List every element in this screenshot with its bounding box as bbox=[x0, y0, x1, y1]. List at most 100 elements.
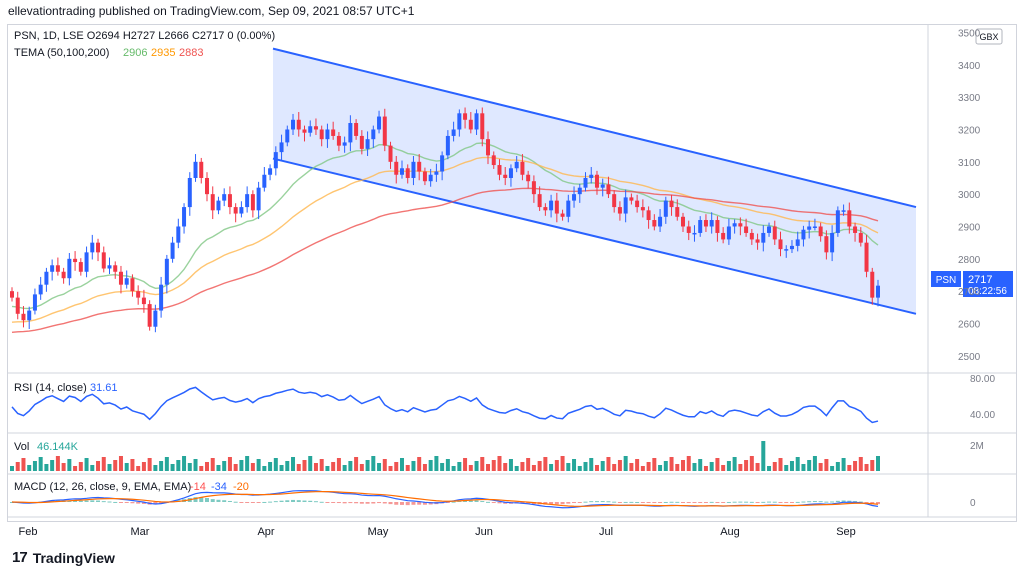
candle-body[interactable] bbox=[617, 207, 622, 214]
candle-body[interactable] bbox=[744, 226, 749, 233]
candle-body[interactable] bbox=[554, 200, 559, 214]
candle-body[interactable] bbox=[853, 226, 858, 233]
candle-body[interactable] bbox=[841, 210, 846, 212]
candle-body[interactable] bbox=[222, 194, 227, 201]
tema50-line[interactable] bbox=[11, 142, 879, 310]
candle-body[interactable] bbox=[830, 232, 835, 253]
candle-body[interactable] bbox=[807, 226, 812, 230]
candle-body[interactable] bbox=[434, 171, 439, 175]
symbol-legend[interactable]: PSN, 1D, LSE O2694 H2727 L2666 C2717 0 (… bbox=[14, 30, 275, 42]
candle-body[interactable] bbox=[474, 113, 479, 130]
candle-body[interactable] bbox=[789, 245, 794, 250]
candle-body[interactable] bbox=[675, 207, 680, 217]
candle-body[interactable] bbox=[159, 284, 164, 311]
candle-body[interactable] bbox=[835, 210, 840, 233]
candle-body[interactable] bbox=[589, 174, 594, 178]
candle-body[interactable] bbox=[646, 210, 651, 221]
candle-body[interactable] bbox=[170, 242, 175, 259]
candle-body[interactable] bbox=[566, 200, 571, 217]
candle-body[interactable] bbox=[118, 271, 123, 285]
candle-body[interactable] bbox=[784, 249, 789, 251]
candle-body[interactable] bbox=[96, 242, 101, 253]
candle-body[interactable] bbox=[864, 242, 869, 272]
candle-body[interactable] bbox=[583, 177, 588, 188]
candle-body[interactable] bbox=[818, 226, 823, 237]
candle-body[interactable] bbox=[577, 187, 582, 195]
candle-body[interactable] bbox=[692, 232, 697, 235]
candle-body[interactable] bbox=[382, 116, 387, 146]
channel-lower-line[interactable] bbox=[272, 157, 917, 315]
candle-body[interactable] bbox=[153, 310, 158, 327]
candle-body[interactable] bbox=[629, 197, 634, 201]
candle-body[interactable] bbox=[468, 119, 473, 130]
candle-body[interactable] bbox=[761, 232, 766, 243]
candle-body[interactable] bbox=[749, 232, 754, 240]
candle-body[interactable] bbox=[778, 239, 783, 250]
candle-body[interactable] bbox=[812, 226, 817, 228]
candle-body[interactable] bbox=[594, 174, 599, 188]
candle-body[interactable] bbox=[15, 297, 20, 314]
candle-body[interactable] bbox=[302, 129, 307, 133]
candle-body[interactable] bbox=[319, 129, 324, 140]
candle-body[interactable] bbox=[273, 152, 278, 169]
candle-body[interactable] bbox=[359, 135, 364, 149]
candle-body[interactable] bbox=[428, 174, 433, 182]
candle-body[interactable] bbox=[445, 135, 450, 156]
candle-body[interactable] bbox=[227, 194, 232, 208]
candle-body[interactable] bbox=[824, 236, 829, 253]
tradingview-branding[interactable]: 17 TradingView bbox=[12, 549, 115, 566]
candle-body[interactable] bbox=[377, 116, 382, 130]
tema-legend-label[interactable]: TEMA (50,100,200) bbox=[14, 47, 109, 59]
candle-body[interactable] bbox=[767, 226, 772, 233]
candle-body[interactable] bbox=[296, 119, 301, 130]
candle-body[interactable] bbox=[411, 161, 416, 178]
candle-body[interactable] bbox=[486, 139, 491, 156]
candle-body[interactable] bbox=[663, 200, 668, 217]
candle-body[interactable] bbox=[279, 142, 284, 153]
candle-body[interactable] bbox=[313, 126, 318, 130]
candle-body[interactable] bbox=[480, 113, 485, 140]
volume-legend-label[interactable]: Vol bbox=[14, 441, 29, 453]
candle-body[interactable] bbox=[371, 129, 376, 140]
candle-body[interactable] bbox=[503, 174, 508, 178]
candle-body[interactable] bbox=[703, 220, 708, 227]
candle-body[interactable] bbox=[738, 223, 743, 227]
candle-body[interactable] bbox=[801, 229, 806, 240]
currency-button[interactable] bbox=[975, 28, 1003, 45]
candle-body[interactable] bbox=[193, 161, 198, 178]
candle-body[interactable] bbox=[262, 174, 267, 188]
candle-body[interactable] bbox=[107, 265, 112, 269]
candle-body[interactable] bbox=[136, 291, 141, 298]
candle-body[interactable] bbox=[308, 126, 313, 133]
candle-body[interactable] bbox=[210, 194, 215, 211]
candle-body[interactable] bbox=[508, 168, 513, 178]
candle-body[interactable] bbox=[130, 278, 135, 292]
candle-body[interactable] bbox=[354, 123, 359, 136]
candle-body[interactable] bbox=[549, 200, 554, 211]
candle-body[interactable] bbox=[709, 220, 714, 227]
candle-body[interactable] bbox=[531, 181, 536, 195]
candle-body[interactable] bbox=[870, 271, 875, 298]
candle-body[interactable] bbox=[27, 310, 32, 321]
candle-body[interactable] bbox=[497, 165, 502, 175]
candle-body[interactable] bbox=[141, 297, 146, 305]
candle-body[interactable] bbox=[560, 213, 565, 217]
descending-channel[interactable] bbox=[273, 48, 916, 314]
candle-body[interactable] bbox=[405, 168, 410, 178]
candle-body[interactable] bbox=[543, 207, 548, 211]
candle-body[interactable] bbox=[38, 284, 43, 295]
candle-body[interactable] bbox=[600, 184, 605, 188]
tema100-line[interactable] bbox=[11, 156, 879, 323]
candle-body[interactable] bbox=[239, 207, 244, 214]
candle-body[interactable] bbox=[78, 262, 83, 272]
candle-body[interactable] bbox=[635, 200, 640, 208]
candle-body[interactable] bbox=[457, 113, 462, 130]
candle-body[interactable] bbox=[84, 252, 89, 272]
candle-body[interactable] bbox=[698, 220, 703, 233]
candle-body[interactable] bbox=[537, 194, 542, 208]
candle-body[interactable] bbox=[348, 123, 353, 143]
tema200-line[interactable] bbox=[11, 187, 879, 334]
channel-upper-line[interactable] bbox=[272, 47, 917, 209]
candle-body[interactable] bbox=[514, 161, 519, 169]
candle-body[interactable] bbox=[250, 194, 255, 211]
